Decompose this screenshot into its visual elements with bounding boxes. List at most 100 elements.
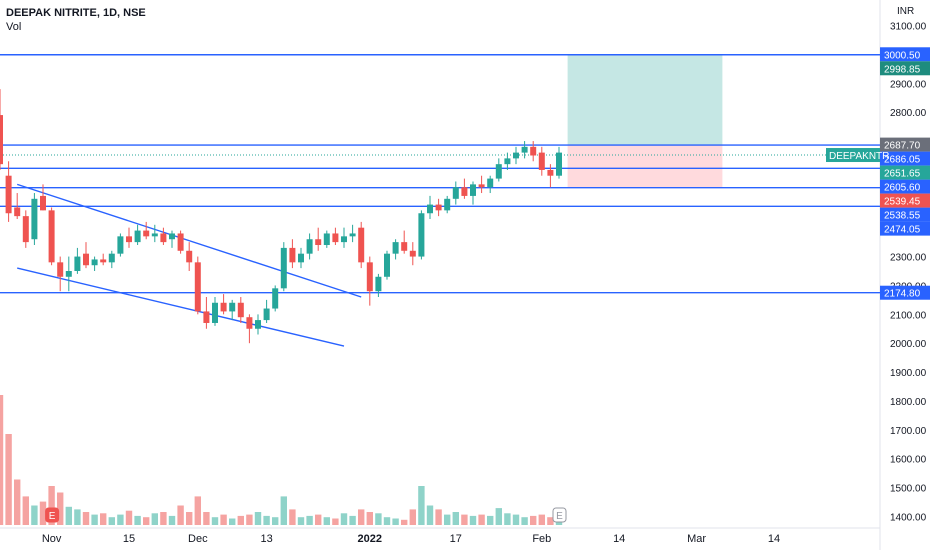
price-badge [880, 137, 930, 152]
candle-body [194, 262, 201, 312]
candle-body [229, 302, 236, 312]
candle-body [255, 320, 261, 329]
volume-bar [117, 514, 124, 525]
candle-body [392, 242, 399, 254]
price-badge [880, 193, 930, 208]
earnings-marker [45, 507, 60, 523]
volume-bar [375, 513, 382, 525]
candle-body [65, 271, 72, 277]
volume-label: Vol [6, 21, 22, 33]
candle-body [375, 276, 382, 292]
candle-body [237, 302, 244, 318]
volume-bar [495, 508, 502, 525]
volume-bar [323, 517, 330, 525]
volume-bar [177, 505, 184, 525]
x-tick-label: Nov [42, 533, 62, 545]
volume-bar [5, 434, 12, 525]
candle-body [504, 158, 511, 165]
price-badge-label: 2538.55 [884, 211, 921, 222]
volume-bar [409, 509, 416, 525]
volume-bar [229, 518, 236, 525]
candle-body [134, 230, 141, 243]
candle-body [349, 233, 356, 237]
y-tick-label: 1800.00 [890, 397, 927, 408]
y-tick-label: 2100.00 [890, 310, 927, 321]
volume-bar [272, 517, 279, 525]
y-tick-label: 1500.00 [890, 484, 927, 495]
candle-body [461, 187, 468, 196]
volume-bar [151, 513, 158, 525]
candle-body [444, 198, 451, 211]
volume-bar [246, 514, 253, 525]
volume-bar [203, 512, 210, 525]
x-tick-label: Feb [532, 533, 551, 545]
candle-body [151, 233, 158, 237]
volume-bar [168, 515, 176, 525]
y-tick-label: 1400.00 [890, 512, 927, 523]
x-tick-label: 14 [768, 533, 780, 545]
volume-bar [530, 515, 537, 525]
candle-body [418, 213, 425, 257]
y-tick-label: 1700.00 [890, 426, 927, 437]
candle-body [358, 227, 365, 263]
volume-bar [349, 515, 356, 525]
price-badge-label: 2539.45 [884, 197, 921, 208]
candle-body [31, 198, 38, 240]
trend-line [17, 267, 345, 347]
earnings-marker [552, 507, 567, 523]
volume-bar [487, 515, 494, 525]
volume-bar [401, 519, 408, 525]
candle-body [366, 262, 373, 292]
x-tick-label: 13 [260, 533, 272, 545]
volume-bar [125, 510, 133, 525]
volume-bar [538, 514, 545, 525]
candle-body [547, 169, 554, 176]
candle-body [48, 210, 55, 263]
price-badge [880, 179, 930, 194]
price-badge-label: 2174.80 [884, 289, 921, 300]
y-tick-label: 2800.00 [890, 108, 927, 119]
candle-body [272, 288, 279, 309]
candle-body [74, 256, 81, 271]
volume-bar [14, 479, 21, 525]
candle-body [22, 216, 29, 243]
volume-bar [366, 512, 373, 525]
currency-label: INR [897, 6, 915, 17]
volume-bar [452, 512, 459, 525]
trend-line [16, 183, 362, 298]
volume-bar [237, 515, 244, 525]
volume-bar [547, 517, 554, 525]
volume-bar [332, 518, 339, 525]
price-badge [880, 47, 930, 62]
volume-bar [306, 515, 313, 525]
candle-body [203, 311, 210, 323]
candle-body [0, 115, 3, 165]
volume-bar [392, 518, 399, 525]
x-tick-label: Mar [687, 533, 706, 545]
price-badge [880, 285, 930, 300]
candle-body [14, 207, 21, 217]
candle-body [246, 317, 253, 329]
candle-body [40, 195, 46, 211]
price-badge-label: 2687.70 [884, 141, 921, 152]
chart-title: DEEPAK NITRITE, 1D, NSE [6, 7, 146, 19]
x-tick-label: 17 [450, 533, 462, 545]
volume-bar [143, 517, 150, 525]
volume-bar [521, 517, 528, 525]
price-badge-label: 3000.50 [884, 50, 921, 61]
volume-bar [74, 509, 81, 525]
volume-bar [340, 513, 348, 525]
candle-body [298, 253, 304, 263]
position-target-zone [567, 54, 723, 146]
price-badge-label: 2686.05 [884, 155, 921, 166]
candle-body [435, 204, 442, 211]
candle-body [427, 204, 433, 214]
y-tick-label: 2900.00 [890, 79, 927, 90]
candle-body [143, 230, 150, 237]
volume-bar [0, 395, 4, 525]
volume-bar [315, 514, 322, 525]
candle-body [315, 239, 322, 246]
volume-bar [469, 515, 477, 525]
volume-bar [263, 515, 270, 525]
